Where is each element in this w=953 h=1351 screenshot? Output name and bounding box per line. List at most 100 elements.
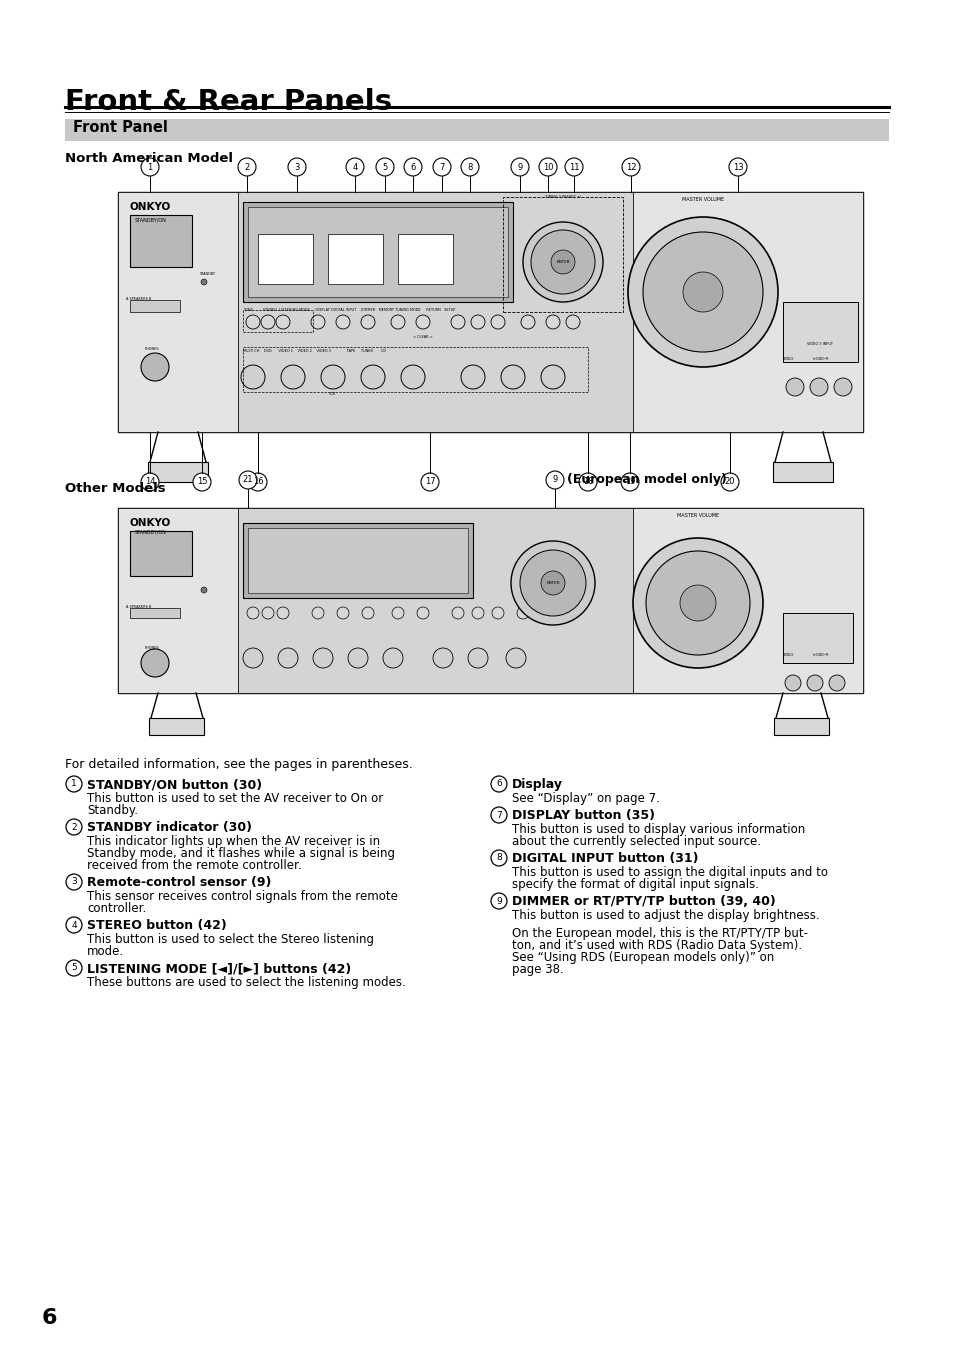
Text: (European model only): (European model only) — [566, 473, 726, 486]
Text: This button is used to assign the digital inputs and to: This button is used to assign the digita… — [512, 866, 827, 880]
Text: VIDEO: VIDEO — [782, 653, 793, 657]
Text: MASTER VOLUME: MASTER VOLUME — [677, 513, 719, 517]
Text: L•OSD•R: L•OSD•R — [812, 357, 828, 361]
Bar — [118, 508, 862, 693]
Circle shape — [277, 648, 297, 667]
Bar — [773, 717, 828, 735]
Circle shape — [492, 607, 503, 619]
Bar — [772, 462, 832, 482]
Circle shape — [360, 315, 375, 330]
Text: 6: 6 — [42, 1308, 57, 1328]
Circle shape — [468, 648, 488, 667]
Text: 3: 3 — [294, 162, 299, 172]
Text: VIDEO 3 INPUT: VIDEO 3 INPUT — [806, 342, 832, 346]
Circle shape — [375, 158, 394, 176]
Text: 14: 14 — [145, 477, 155, 486]
Text: See “Using RDS (European models only)” on: See “Using RDS (European models only)” o… — [512, 951, 774, 965]
Circle shape — [241, 365, 265, 389]
Text: STEREO button (42): STEREO button (42) — [87, 919, 227, 932]
Circle shape — [728, 158, 746, 176]
Text: DISPLAY button (35): DISPLAY button (35) — [512, 809, 655, 821]
Text: L•OSD•R: L•OSD•R — [812, 653, 828, 657]
Circle shape — [313, 648, 333, 667]
Text: 17: 17 — [424, 477, 435, 486]
Bar — [118, 192, 862, 432]
Text: 8: 8 — [496, 854, 501, 862]
Text: 19: 19 — [624, 477, 635, 486]
Circle shape — [520, 315, 535, 330]
Text: 12: 12 — [625, 162, 636, 172]
Circle shape — [491, 315, 504, 330]
Text: Remote-control sensor (9): Remote-control sensor (9) — [87, 875, 271, 889]
Text: STANDBY/ON button (30): STANDBY/ON button (30) — [87, 778, 262, 790]
Circle shape — [538, 158, 557, 176]
Circle shape — [66, 874, 82, 890]
Circle shape — [416, 607, 429, 619]
Text: This button is used to adjust the display brightness.: This button is used to adjust the displa… — [512, 909, 819, 921]
Text: This indicator lights up when the AV receiver is in: This indicator lights up when the AV rec… — [87, 835, 379, 848]
Circle shape — [288, 158, 306, 176]
Circle shape — [320, 365, 345, 389]
Text: 11: 11 — [568, 162, 578, 172]
Circle shape — [261, 315, 274, 330]
Circle shape — [645, 551, 749, 655]
Text: 9: 9 — [496, 897, 501, 905]
Circle shape — [312, 607, 324, 619]
Text: 6: 6 — [410, 162, 416, 172]
Circle shape — [451, 315, 464, 330]
Text: A SPEAKERS B: A SPEAKERS B — [126, 297, 152, 301]
Text: Display: Display — [512, 778, 562, 790]
Text: ENTER: ENTER — [546, 581, 559, 585]
Circle shape — [522, 222, 602, 303]
Bar — [243, 309, 313, 332]
Bar — [782, 303, 857, 362]
Text: TONE         STEREO  LISTENING MODE     DISPLAY DIGITAL INPUT    DIMMER   MEMORY: TONE STEREO LISTENING MODE DISPLAY DIGIT… — [243, 308, 455, 312]
Bar — [243, 347, 587, 392]
Circle shape — [66, 917, 82, 934]
Circle shape — [452, 607, 463, 619]
Circle shape — [806, 676, 822, 690]
Circle shape — [642, 232, 762, 353]
Text: PHONES: PHONES — [145, 347, 159, 351]
Text: 7: 7 — [438, 162, 444, 172]
Text: ONKYO: ONKYO — [130, 517, 172, 528]
Bar — [237, 192, 633, 432]
Bar — [782, 613, 852, 663]
Text: For detailed information, see the pages in parentheses.: For detailed information, see the pages … — [65, 758, 413, 771]
Circle shape — [246, 315, 260, 330]
Bar — [633, 192, 862, 432]
Circle shape — [66, 775, 82, 792]
Circle shape — [682, 272, 722, 312]
Text: TUNING // PRESET +/-: TUNING // PRESET +/- — [543, 195, 581, 199]
Text: < CLEAR >: < CLEAR > — [413, 335, 433, 339]
Text: 8: 8 — [467, 162, 472, 172]
Text: STANDBY: STANDBY — [200, 272, 216, 276]
Bar — [328, 234, 382, 284]
Circle shape — [382, 648, 402, 667]
Circle shape — [633, 538, 762, 667]
Circle shape — [491, 775, 506, 792]
Text: 18: 18 — [582, 477, 593, 486]
Text: 5: 5 — [71, 963, 77, 973]
Circle shape — [679, 585, 716, 621]
Circle shape — [66, 961, 82, 975]
Text: North American Model: North American Model — [65, 153, 233, 165]
Circle shape — [66, 819, 82, 835]
Text: 20: 20 — [724, 477, 735, 486]
Circle shape — [201, 280, 207, 285]
Text: 13: 13 — [732, 162, 742, 172]
Text: Standby mode, and it flashes while a signal is being: Standby mode, and it flashes while a sig… — [87, 847, 395, 861]
Circle shape — [420, 473, 438, 490]
Circle shape — [335, 315, 350, 330]
Text: specify the format of digital input signals.: specify the format of digital input sign… — [512, 878, 759, 892]
Text: VCR: VCR — [329, 392, 336, 396]
Circle shape — [336, 607, 349, 619]
Text: Front & Rear Panels: Front & Rear Panels — [65, 88, 392, 116]
Circle shape — [243, 648, 263, 667]
Text: 5: 5 — [382, 162, 387, 172]
Circle shape — [392, 607, 403, 619]
Text: 4: 4 — [71, 920, 77, 929]
Circle shape — [720, 473, 739, 490]
Circle shape — [578, 473, 597, 490]
Text: STANDBY/ON: STANDBY/ON — [135, 218, 167, 222]
